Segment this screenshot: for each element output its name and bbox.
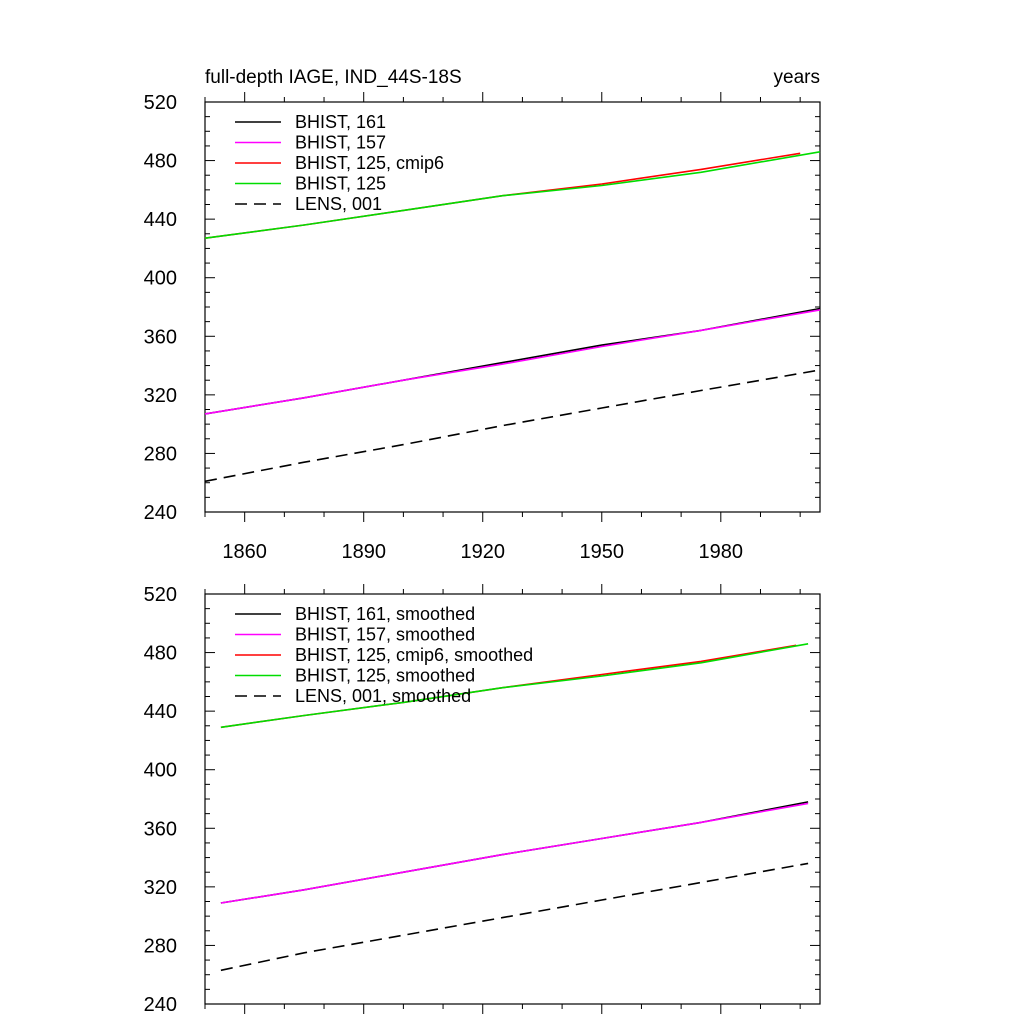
series-line [220, 643, 809, 729]
y-tick-label: 440 [144, 209, 177, 231]
series-line [204, 369, 821, 483]
y-tick-label: 520 [144, 92, 177, 114]
top-chart: 240 280 320 360 400 440 480 520 1860 1890 1920 1950… [144, 67, 821, 563]
series-line [204, 309, 821, 415]
legend-label: BHIST, 157 [295, 133, 386, 153]
legend-label: BHIST, 157, smoothed [295, 625, 475, 645]
x-tick-label: 1860 [222, 541, 267, 563]
series-line [220, 802, 809, 904]
legend-label: BHIST, 125 [295, 174, 386, 194]
y-tick-label: 360 [144, 818, 177, 840]
legend-label: LENS, 001 [295, 194, 382, 214]
y-tick-label: 240 [144, 502, 177, 524]
series-line [204, 151, 821, 239]
series-line [220, 862, 809, 972]
units-label: years [774, 67, 820, 88]
chart-title: full-depth IAGE, IND_44S-18S [205, 67, 462, 88]
x-tick-label: 1890 [341, 541, 386, 563]
legend-label: BHIST, 161 [295, 112, 386, 132]
legend-label: BHIST, 161, smoothed [295, 604, 475, 624]
y-tick-label: 240 [144, 994, 177, 1016]
x-tick-label: 1980 [699, 541, 744, 563]
x-tick-label: 1950 [580, 541, 625, 563]
y-tick-label: 480 [144, 151, 177, 173]
x-tick-label: 1920 [460, 541, 505, 563]
y-tick-label: 480 [144, 643, 177, 665]
y-tick-label: 440 [144, 701, 177, 723]
legend-label: BHIST, 125, cmip6, smoothed [295, 645, 533, 665]
y-tick-label: 520 [144, 584, 177, 606]
y-tick-label: 400 [144, 268, 177, 290]
y-tick-label: 320 [144, 877, 177, 899]
y-tick-label: 280 [144, 443, 177, 465]
legend-label: LENS, 001, smoothed [295, 686, 471, 706]
legend-label: BHIST, 125, cmip6 [295, 153, 444, 173]
y-tick-label: 280 [144, 935, 177, 957]
bottom-chart: 240 280 320 360 400 440 480 520 BHIST, 161, smoo… [144, 584, 821, 1016]
y-tick-label: 400 [144, 760, 177, 782]
y-tick-label: 320 [144, 385, 177, 407]
y-tick-label: 360 [144, 326, 177, 348]
legend-label: BHIST, 125, smoothed [295, 666, 475, 686]
